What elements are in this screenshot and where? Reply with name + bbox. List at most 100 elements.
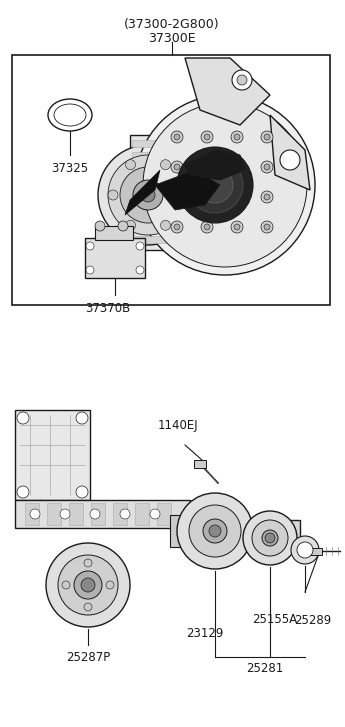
Circle shape (143, 103, 307, 267)
Circle shape (178, 190, 188, 200)
Circle shape (133, 180, 163, 210)
Circle shape (150, 509, 160, 519)
Bar (310, 548, 322, 555)
Text: 25281: 25281 (246, 662, 284, 675)
Ellipse shape (48, 99, 92, 131)
Circle shape (86, 266, 94, 274)
Circle shape (120, 509, 130, 519)
Bar (132, 224, 223, 231)
Bar (132, 236, 223, 243)
Polygon shape (270, 115, 310, 190)
Circle shape (60, 509, 70, 519)
Circle shape (291, 536, 319, 564)
Circle shape (171, 161, 183, 173)
Circle shape (90, 509, 100, 519)
Circle shape (136, 242, 144, 250)
Circle shape (280, 150, 300, 170)
Text: 25287P: 25287P (66, 651, 110, 664)
Bar (15, 410, 90, 500)
Circle shape (201, 131, 213, 143)
Circle shape (252, 520, 288, 556)
Text: 1140EJ: 1140EJ (158, 419, 198, 432)
Circle shape (174, 134, 180, 140)
Circle shape (171, 131, 183, 143)
Bar (194, 460, 206, 468)
Bar (132, 164, 223, 171)
Circle shape (234, 164, 240, 170)
Polygon shape (155, 170, 220, 210)
Polygon shape (125, 170, 160, 215)
Circle shape (118, 221, 128, 231)
Circle shape (177, 147, 253, 223)
Circle shape (126, 160, 136, 169)
Circle shape (84, 559, 92, 567)
Circle shape (74, 571, 102, 599)
Circle shape (261, 191, 273, 203)
Circle shape (86, 242, 94, 250)
Bar (132, 140, 223, 147)
Text: 37325: 37325 (51, 162, 89, 175)
Bar (25, 503, 39, 525)
Circle shape (187, 157, 243, 213)
Bar (47, 503, 61, 525)
Circle shape (297, 542, 313, 558)
Circle shape (171, 191, 183, 203)
Circle shape (264, 194, 270, 200)
Circle shape (62, 581, 70, 589)
Circle shape (58, 555, 118, 615)
Circle shape (76, 486, 88, 498)
Circle shape (174, 194, 180, 200)
Circle shape (234, 224, 240, 230)
Circle shape (204, 164, 210, 170)
Circle shape (261, 131, 273, 143)
Bar (135, 503, 149, 525)
Circle shape (237, 75, 247, 85)
Bar (12, 55, 330, 305)
Bar (113, 503, 127, 525)
Bar (95, 226, 133, 240)
Circle shape (204, 134, 210, 140)
Circle shape (204, 194, 210, 200)
Circle shape (264, 164, 270, 170)
Circle shape (84, 603, 92, 611)
Circle shape (106, 581, 114, 589)
Text: 23129: 23129 (186, 627, 224, 640)
Bar (132, 188, 223, 195)
Circle shape (177, 493, 253, 569)
Circle shape (120, 167, 176, 223)
Circle shape (204, 224, 210, 230)
Circle shape (136, 266, 144, 274)
Circle shape (30, 509, 40, 519)
Text: 25289: 25289 (294, 614, 332, 627)
Circle shape (231, 191, 243, 203)
Bar (85, 238, 145, 278)
Bar (170, 515, 192, 547)
Circle shape (17, 486, 29, 498)
Circle shape (98, 145, 198, 245)
Circle shape (171, 221, 183, 233)
Circle shape (189, 505, 241, 557)
Polygon shape (185, 150, 245, 180)
Circle shape (262, 530, 278, 546)
Circle shape (95, 221, 105, 231)
Bar (15, 500, 190, 528)
Circle shape (135, 95, 315, 275)
Bar (132, 200, 223, 207)
Text: (37300-2G800): (37300-2G800) (124, 18, 220, 31)
Polygon shape (185, 58, 270, 125)
Bar (69, 503, 83, 525)
Text: 37370B: 37370B (85, 302, 131, 315)
Circle shape (264, 134, 270, 140)
Text: 37300E: 37300E (148, 32, 196, 45)
Bar (132, 212, 223, 219)
Circle shape (17, 412, 29, 424)
Circle shape (264, 224, 270, 230)
Circle shape (261, 161, 273, 173)
Bar (157, 503, 171, 525)
Bar (130, 135, 225, 250)
Bar (132, 152, 223, 159)
Circle shape (231, 131, 243, 143)
Circle shape (234, 194, 240, 200)
Text: 25155A: 25155A (253, 613, 297, 626)
Circle shape (232, 70, 252, 90)
